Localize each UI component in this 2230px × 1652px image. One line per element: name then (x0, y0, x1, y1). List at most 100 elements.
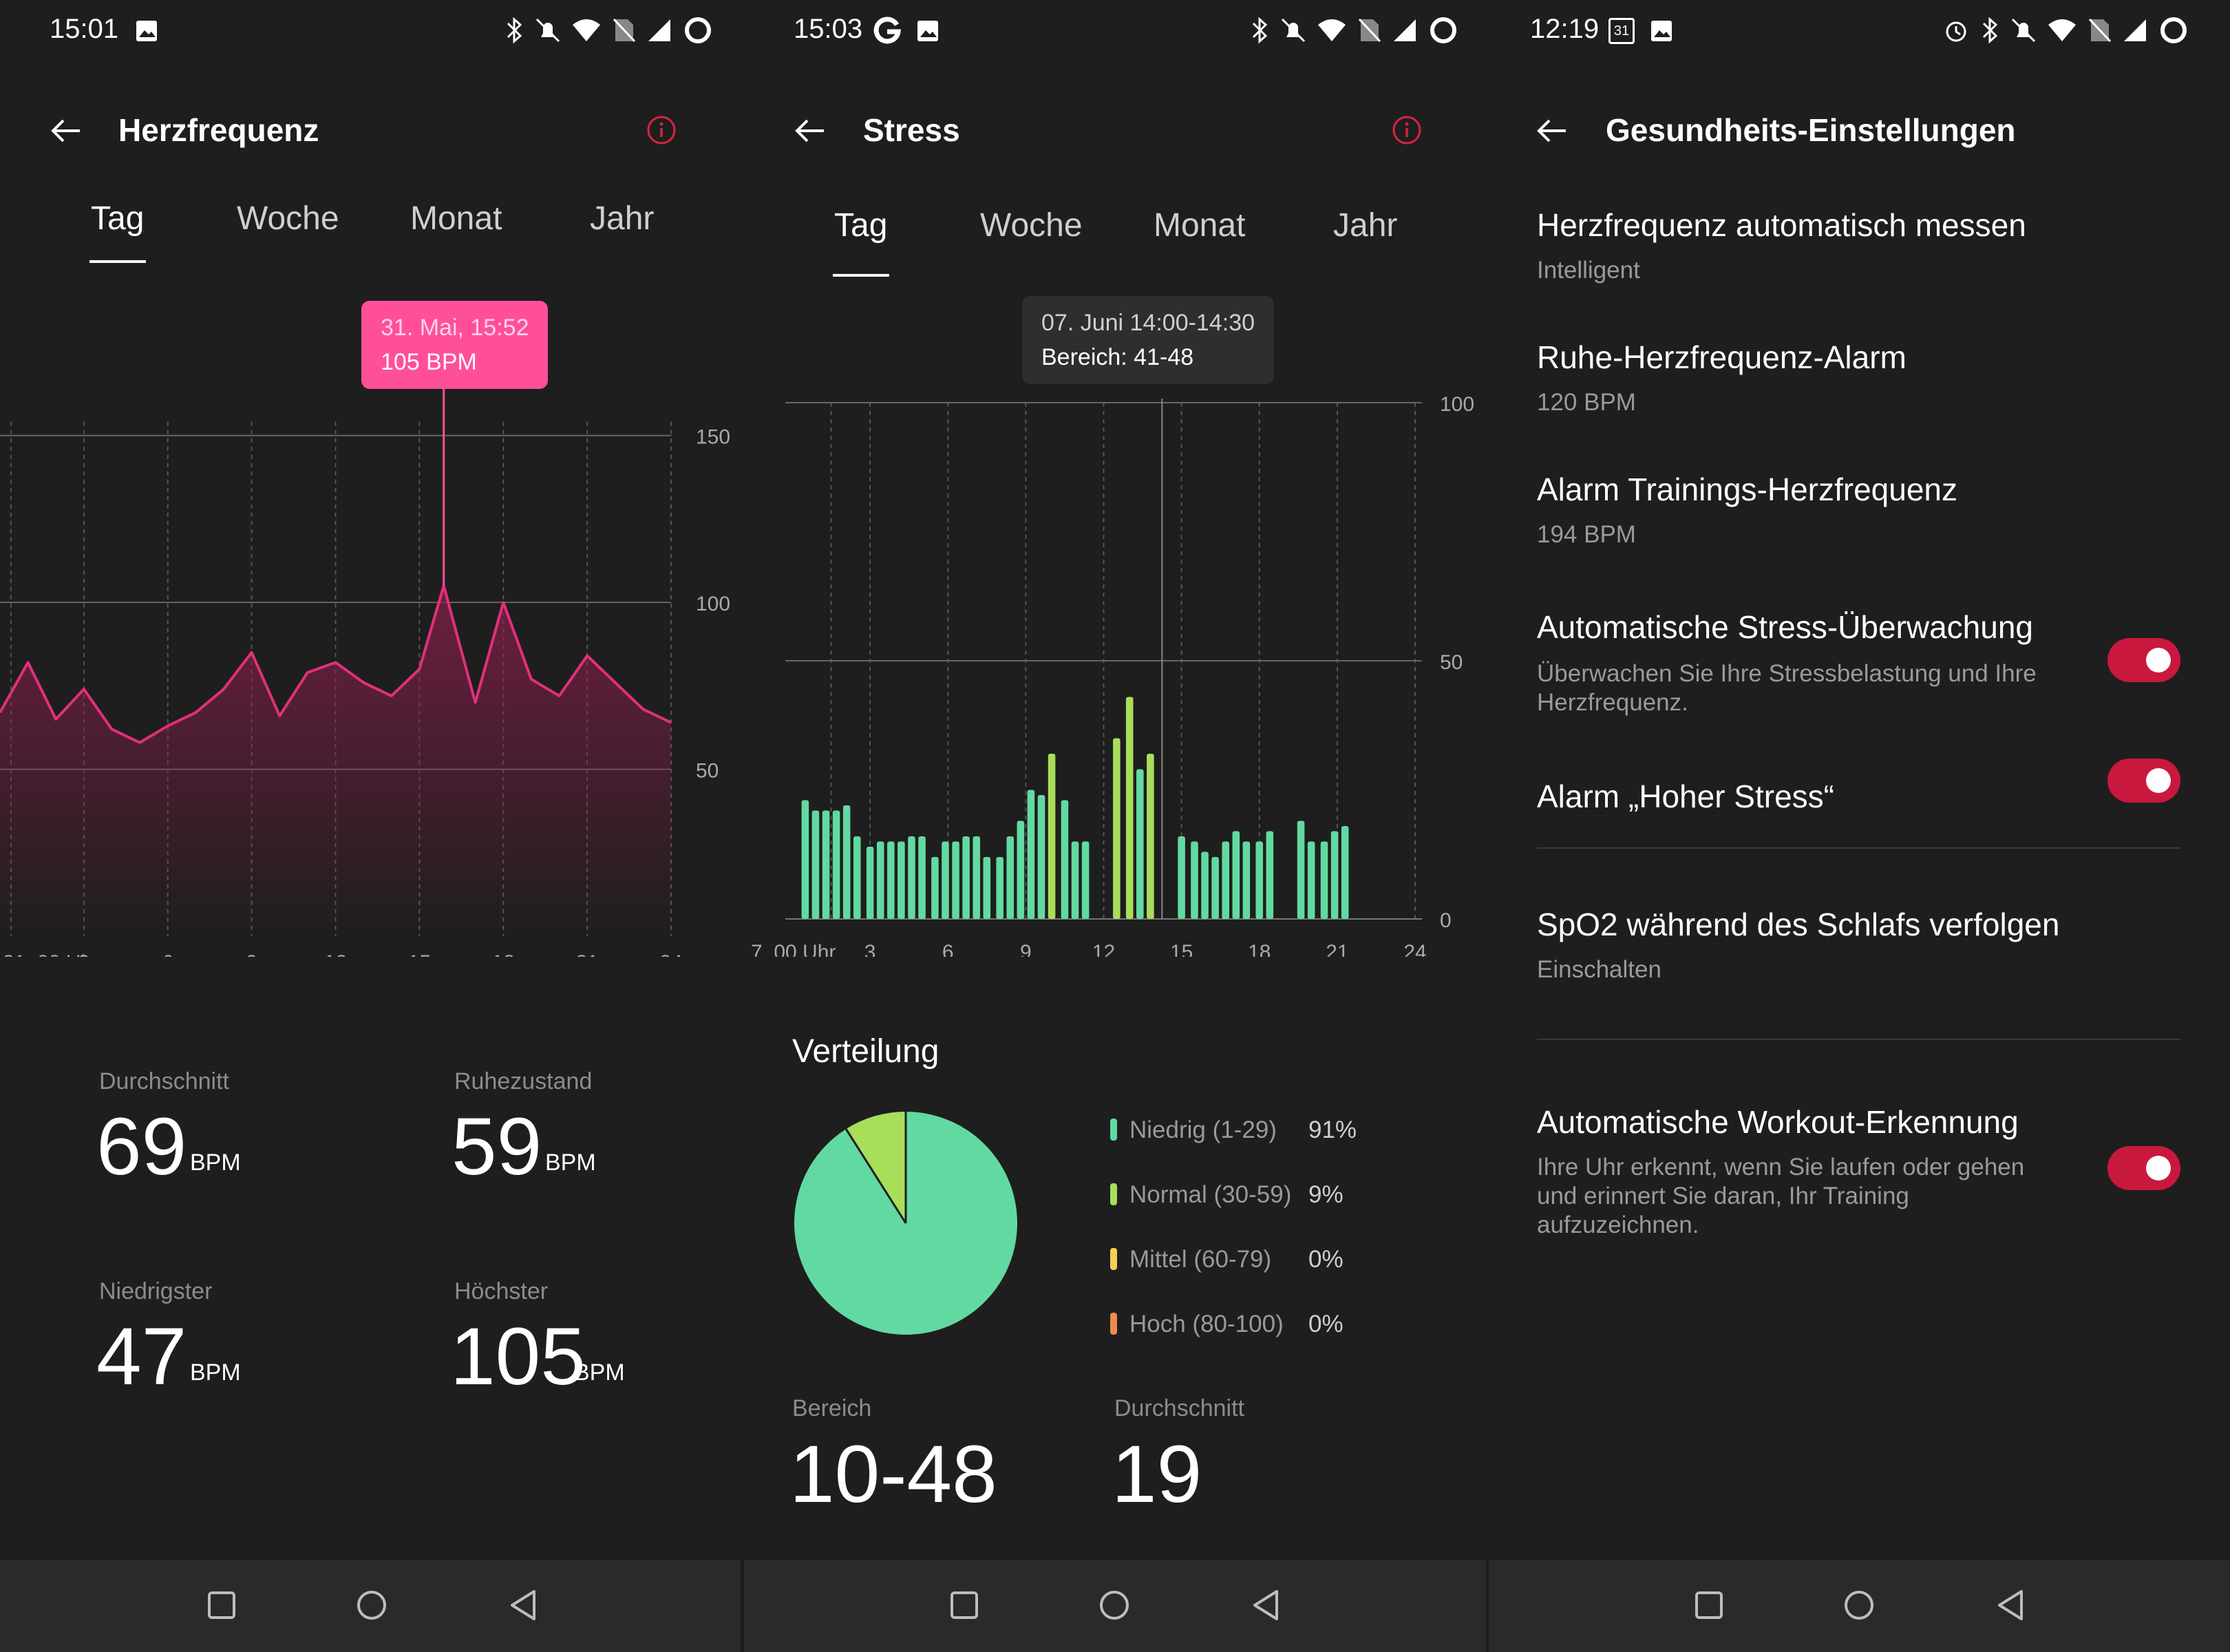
navigation-bar (1489, 1560, 2230, 1652)
pie-slice-divider (845, 1128, 907, 1224)
divider (1537, 1039, 2180, 1040)
workout-detection-toggle[interactable] (2107, 1146, 2180, 1190)
page-title: Stress (863, 112, 960, 148)
home-circle-icon[interactable] (352, 1586, 391, 1624)
app-bar: Stress (744, 96, 1486, 165)
page-title: Herzfrequenz (118, 112, 319, 148)
stress-bar (1006, 836, 1015, 919)
y-tick-label: 50 (696, 760, 719, 783)
distribution-title: Verteilung (792, 1033, 939, 1070)
y-tick-label: 0 (1440, 909, 1452, 932)
setting-title: Alarm „Hoher Stress“ (1537, 779, 1834, 814)
tab-week[interactable]: Woche (980, 207, 1083, 244)
status-icons (1249, 15, 1458, 45)
heart-rate-area (0, 585, 671, 936)
setting-subtitle: Einschalten (1537, 956, 1661, 983)
status-bar: 15:03 (744, 0, 1486, 62)
tab-year[interactable]: Jahr (590, 200, 655, 237)
stress-bar (918, 836, 926, 919)
x-tick-label: 21 (1326, 941, 1348, 957)
stress-bar (1232, 831, 1240, 919)
tooltip-time: 31. Mai, 15:52 (381, 315, 529, 341)
stress-monitoring-toggle[interactable] (2107, 638, 2180, 682)
stat-label: Ruhezustand (454, 1068, 593, 1094)
x-tick-label: 18 (492, 951, 515, 957)
stat-label: Durchschnitt (99, 1068, 229, 1094)
x-tick-label: 9 (1020, 941, 1032, 957)
status-icons (504, 15, 713, 45)
app-bar: Gesundheits-Einstellungen (1489, 96, 2230, 165)
tooltip-value: Bereich: 41-48 (1041, 344, 1194, 370)
stress-bar (832, 810, 840, 919)
status-time: 15:03 (794, 14, 863, 44)
x-tick-label: 12 (324, 951, 347, 957)
stress-bar (1125, 697, 1134, 919)
tab-day[interactable]: Tag (91, 200, 145, 237)
stress-bar (1255, 841, 1264, 919)
stress-bar (1147, 754, 1154, 919)
info-icon[interactable] (646, 114, 677, 146)
x-tick-label: 15 (408, 951, 431, 957)
summary-label: Durchschnitt (1114, 1395, 1244, 1421)
back-arrow-icon[interactable] (1534, 112, 1573, 150)
recents-square-icon[interactable] (945, 1586, 984, 1624)
stat-label: Niedrigster (99, 1278, 213, 1304)
recents-square-icon[interactable] (1690, 1586, 1728, 1624)
stress-bar (887, 841, 895, 919)
tab-year[interactable]: Jahr (1333, 207, 1398, 244)
home-circle-icon[interactable] (1095, 1586, 1134, 1624)
back-triangle-icon[interactable] (1246, 1586, 1285, 1624)
back-triangle-icon[interactable] (504, 1586, 542, 1624)
stress-bar (1081, 841, 1090, 919)
stress-bar (1178, 836, 1185, 919)
gallery-notification-icon (136, 21, 157, 41)
status-bar: 15:01 (0, 0, 741, 62)
stress-bar (1297, 820, 1305, 919)
chart-tooltip: 31. Mai, 15:52 105 BPM (361, 301, 549, 389)
stress-bar (1266, 831, 1274, 919)
toggle-knob (2146, 768, 2171, 793)
stress-chart[interactable]: 0 50 100 7, 00 Uhr 3 6 9 12 15 18 21 24 (744, 385, 1486, 957)
tab-month[interactable]: Monat (1154, 207, 1246, 244)
stress-screen: 15:03 Stress Tag Woche Monat Jahr 07. Ju… (744, 0, 1486, 1652)
stress-bar (1037, 795, 1045, 919)
legend-percent: 0% (1308, 1246, 1344, 1273)
stress-bar (1113, 738, 1121, 919)
toggle-knob (2146, 1156, 2171, 1180)
home-circle-icon[interactable] (1840, 1586, 1878, 1624)
stress-bar (1071, 841, 1079, 919)
status-bar: 12:19 31 (1489, 0, 2230, 62)
x-tick-label: 18 (1248, 941, 1271, 957)
legend-percent: 91% (1308, 1116, 1357, 1143)
legend-swatch (1110, 1313, 1117, 1335)
no-sim-icon (613, 18, 636, 43)
stress-bar (1201, 851, 1209, 919)
back-arrow-icon[interactable] (48, 112, 87, 150)
x-tick-label: 15 (1170, 941, 1193, 957)
legend-swatch (1110, 1183, 1117, 1205)
setting-subtitle: Intelligent (1537, 257, 1640, 284)
info-icon[interactable] (1391, 114, 1423, 146)
setting-title: Automatische Stress-Überwachung (1537, 609, 2033, 645)
tab-day[interactable]: Tag (834, 207, 888, 244)
high-stress-alarm-toggle[interactable] (2107, 759, 2180, 803)
stress-bar (908, 836, 915, 919)
tab-month[interactable]: Monat (410, 200, 502, 237)
gallery-notification-icon (917, 21, 938, 41)
back-triangle-icon[interactable] (1991, 1586, 2030, 1624)
recents-square-icon[interactable] (202, 1586, 241, 1624)
battery-ring-icon (1430, 17, 1456, 43)
tab-week[interactable]: Woche (237, 200, 339, 237)
summary-label: Bereich (792, 1395, 872, 1421)
stress-bar (1222, 841, 1230, 919)
stress-bar (983, 857, 991, 919)
stress-bar (952, 841, 959, 919)
wifi-icon (2048, 19, 2076, 41)
stat-unit: BPM (190, 1359, 241, 1386)
google-g-icon (873, 17, 901, 44)
back-arrow-icon[interactable] (792, 112, 831, 150)
bell-off-icon (2011, 18, 2036, 43)
stress-bar (962, 836, 970, 919)
stress-bar (942, 841, 949, 919)
